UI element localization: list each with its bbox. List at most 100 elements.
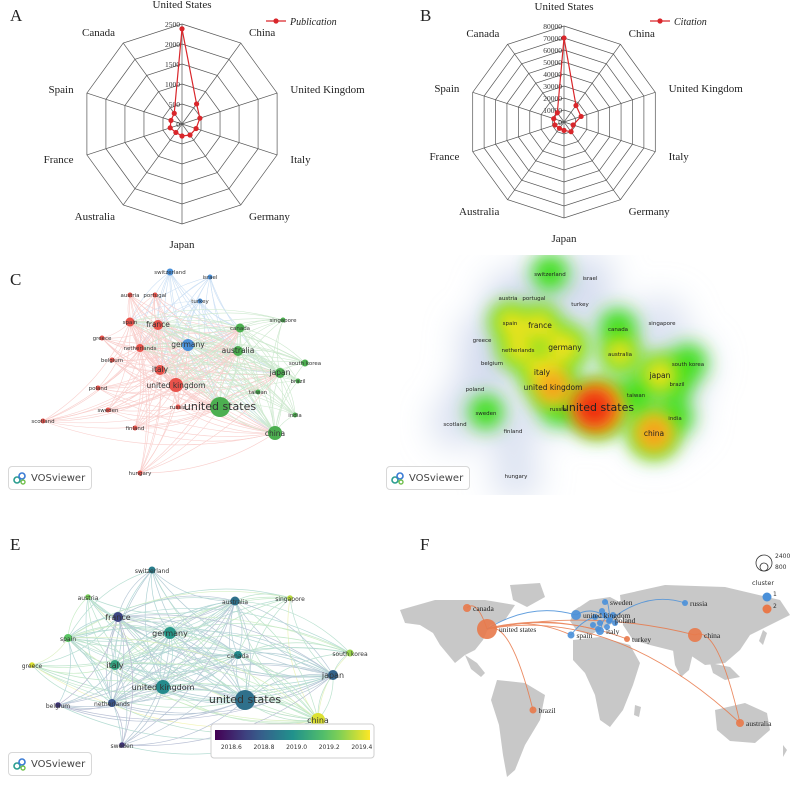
overlay-link [67,597,236,639]
network-link [129,321,259,393]
node-label: switzerland [154,270,185,276]
node-italy [110,660,120,670]
density-blob [502,333,534,365]
overlay-link [117,607,351,654]
network-link [175,300,201,386]
network-link [154,294,276,434]
network-link [139,326,241,349]
overlay-link [31,664,334,701]
network-link [42,384,177,422]
overlay-link [151,569,239,656]
network-link [175,372,281,389]
map-link [486,610,577,630]
overlay-link [169,632,334,678]
network-link [134,347,145,429]
radar-category-label: Canada [82,27,115,39]
map-node-small [599,608,605,614]
density-label: brazil [669,382,685,388]
overlay-link [31,600,236,667]
overlay-link [117,595,236,618]
density-label: united states [562,401,634,414]
node-china [268,426,282,440]
network-link [42,321,131,422]
overlay-link [151,569,246,701]
network-link [139,346,281,374]
network-link [187,276,211,346]
land-shape [491,680,545,777]
overlay-link [67,637,164,688]
network-link [237,350,276,434]
radar-tick-label: 60000 [543,46,562,55]
network-link [129,294,241,329]
density-blob [537,371,569,403]
overlay-link [67,637,334,687]
network-link [134,427,276,442]
overlay-link [117,616,334,678]
network-link [139,347,276,434]
radar-tick-label: 1500 [165,60,180,69]
network-link [177,350,239,408]
network-link [129,321,276,434]
network-link [159,369,259,393]
world-collaboration-map: sweden russia canada united kingdom united s… [400,553,790,777]
overlay-link [67,632,171,647]
node-label: france [146,320,170,329]
radar-tick-label: 20000 [543,94,562,103]
map-node-australia [736,719,744,727]
overlay-link [162,654,239,688]
network-link [129,321,177,386]
overlay-link [169,632,319,721]
network-link [187,319,284,346]
network-link [129,321,241,334]
overlay-link [111,699,246,716]
network-link [159,276,211,371]
radar-category-label: Italy [669,151,690,163]
overlay-link [169,623,351,654]
map-node-spain [567,631,575,639]
radar-category-label: Spain [49,84,75,96]
node-japan [275,368,285,378]
overlay-link [234,600,243,656]
node-label: australia [222,599,248,606]
land-shape [400,600,515,663]
overlay-link [230,600,239,656]
network-link [129,321,179,408]
density-label: sweden [475,411,497,417]
node-label: finland [126,426,145,432]
radar-spoke [563,121,656,152]
network-link [239,327,299,382]
network-link [157,324,239,352]
density-blob [643,358,677,392]
map-country-label: italy [606,627,620,636]
overlay-link [117,600,236,623]
overlay-link [117,616,134,746]
density-halo-blob [429,397,481,449]
overlay-link [162,600,236,688]
network-link [107,347,141,411]
network-link [139,350,239,474]
overlay-link [117,614,334,676]
network-link [154,294,281,374]
node-finland [132,425,138,431]
overlay-link [317,652,351,721]
network-link [159,327,241,371]
network-link [111,350,239,366]
node-spain [64,634,72,642]
overlay-link [237,597,291,656]
network-link [101,337,276,434]
overlay-link [57,654,239,708]
network-link [187,344,259,393]
radar-tick-label: 70000 [543,34,562,43]
radar-category-label: Germany [629,206,670,218]
radar-tick-label: 10000 [543,106,562,115]
vosviewer-label: VOSviewer [409,472,464,484]
overlay-link [114,597,291,666]
density-blob [547,329,583,365]
map-country-label: russia [690,599,708,608]
density-label: hungary [505,474,529,480]
network-link [169,271,241,329]
overlay-link [162,647,351,688]
radar-data-point [171,110,177,116]
overlay-link [234,600,334,676]
radar-data-point [554,110,560,116]
